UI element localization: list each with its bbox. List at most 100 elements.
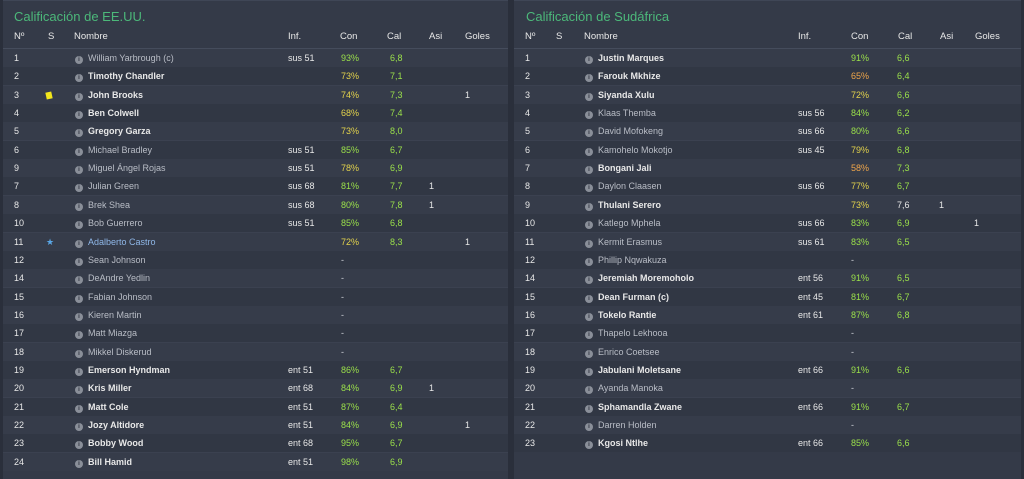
player-name[interactable]: William Yarbrough (c) (88, 53, 174, 63)
table-row[interactable]: 12 i Sean Johnson - (3, 250, 508, 270)
col-name[interactable]: Nombre (74, 31, 108, 42)
player-name[interactable]: Michael Bradley (88, 144, 153, 155)
player-name[interactable]: Bill Hamid (88, 456, 133, 467)
info-icon[interactable]: i (75, 379, 83, 397)
player-name[interactable]: Justin Marques (598, 53, 665, 63)
col-goles[interactable]: Goles (465, 31, 490, 42)
info-icon[interactable]: i (585, 104, 593, 122)
player-name[interactable]: Fabian Johnson (88, 291, 153, 302)
table-row[interactable]: 4 i Ben Colwell 68% 7,4 (3, 104, 508, 124)
table-row[interactable]: 5 i David Mofokeng sus 66 80% 6,6 (514, 122, 1021, 142)
info-icon[interactable]: i (75, 214, 83, 232)
player-name[interactable]: Emerson Hyndman (88, 364, 171, 375)
player-name[interactable]: Thapelo Lekhooa (598, 328, 668, 339)
player-name[interactable]: Brek Shea (88, 199, 131, 210)
info-icon[interactable]: i (585, 269, 593, 287)
info-icon[interactable]: i (75, 416, 83, 434)
table-row[interactable]: 21 i Matt Cole ent 51 87% 6,4 (3, 397, 508, 417)
info-icon[interactable]: i (75, 434, 83, 452)
info-icon[interactable]: i (75, 324, 83, 342)
col-s[interactable]: S (48, 31, 55, 42)
info-icon[interactable]: i (75, 233, 83, 251)
table-row[interactable]: 20 i Ayanda Manoka - (514, 379, 1021, 399)
player-name[interactable]: Bobby Wood (88, 438, 144, 449)
info-icon[interactable]: i (75, 343, 83, 361)
table-row[interactable]: 19 i Jabulani Moletsane ent 66 91% 6,6 (514, 360, 1021, 380)
info-icon[interactable]: i (585, 251, 593, 269)
table-row[interactable]: 19 i Emerson Hyndman ent 51 86% 6,7 (3, 360, 508, 380)
table-row[interactable]: 5 i Gregory Garza 73% 8,0 (3, 122, 508, 142)
table-row[interactable]: 15 i Dean Furman (c) ent 45 81% 6,7 (514, 287, 1021, 307)
player-name[interactable]: Matt Miazga (88, 328, 138, 339)
col-name[interactable]: Nombre (584, 31, 618, 42)
table-row[interactable]: 7 i Julian Green sus 68 81% 7,7 1 (3, 177, 508, 197)
player-name[interactable]: Adalberto Castro (88, 236, 156, 247)
player-name[interactable]: Farouk Mkhize (598, 71, 661, 82)
col-num[interactable]: Nº (14, 31, 25, 42)
table-row[interactable]: 7 i Bongani Jali 58% 7,3 (514, 159, 1021, 179)
table-row[interactable]: 17 i Thapelo Lekhooa - (514, 324, 1021, 344)
info-icon[interactable]: i (585, 159, 593, 177)
info-icon[interactable]: i (75, 49, 83, 67)
table-row[interactable]: 8 i Daylon Claasen sus 66 77% 6,7 (514, 177, 1021, 197)
info-icon[interactable]: i (585, 49, 593, 67)
info-icon[interactable]: i (585, 324, 593, 342)
player-name[interactable]: Jabulani Moletsane (598, 364, 682, 375)
table-row[interactable]: 12 i Phillip Nqwakuza - (514, 250, 1021, 270)
player-name[interactable]: Katlego Mphela (598, 218, 661, 229)
player-name[interactable]: Kamohelo Mokotjo (598, 144, 673, 155)
col-asi[interactable]: Asi (940, 31, 954, 42)
info-icon[interactable]: i (75, 453, 83, 471)
player-name[interactable]: Matt Cole (88, 401, 129, 412)
info-icon[interactable]: i (75, 67, 83, 85)
info-icon[interactable]: i (585, 122, 593, 140)
player-name[interactable]: Sean Johnson (88, 254, 146, 265)
info-icon[interactable]: i (75, 288, 83, 306)
player-name[interactable]: Kris Miller (88, 383, 132, 394)
table-row[interactable]: 21 i Sphamandla Zwane ent 66 91% 6,7 (514, 397, 1021, 417)
table-row[interactable]: 11 i Kermit Erasmus sus 61 83% 6,5 (514, 232, 1021, 252)
player-name[interactable]: Timothy Chandler (88, 71, 165, 82)
player-name[interactable]: DeAndre Yedlin (88, 273, 151, 284)
info-icon[interactable]: i (585, 379, 593, 397)
table-row[interactable]: 9 i Miguel Ángel Rojas sus 51 78% 6,9 (3, 159, 508, 179)
info-icon[interactable]: i (75, 251, 83, 269)
info-icon[interactable]: i (585, 434, 593, 452)
info-icon[interactable]: i (75, 361, 83, 379)
player-name[interactable]: Sphamandla Zwane (598, 401, 683, 412)
col-con[interactable]: Con (851, 31, 869, 42)
player-name[interactable]: John Brooks (88, 89, 144, 100)
table-row[interactable]: 6 i Kamohelo Mokotjo sus 45 79% 6,8 (514, 140, 1021, 160)
player-name[interactable]: Tokelo Rantie (598, 309, 657, 320)
player-name[interactable]: Ayanda Manoka (598, 383, 663, 394)
table-row[interactable]: 15 i Fabian Johnson - (3, 287, 508, 307)
table-row[interactable]: 10 i Katlego Mphela sus 66 83% 6,9 1 (514, 214, 1021, 234)
player-name[interactable]: Julian Green (88, 181, 140, 192)
table-row[interactable]: 16 i Tokelo Rantie ent 61 87% 6,8 (514, 305, 1021, 325)
col-con[interactable]: Con (340, 31, 358, 42)
info-icon[interactable]: i (585, 141, 593, 159)
info-icon[interactable]: i (75, 122, 83, 140)
table-row[interactable]: 4 i Klaas Themba sus 56 84% 6,2 (514, 104, 1021, 124)
player-name[interactable]: Darren Holden (598, 420, 657, 430)
col-inf[interactable]: Inf. (288, 31, 302, 42)
player-name[interactable]: Enrico Coetsee (598, 346, 660, 357)
table-row[interactable]: 8 i Brek Shea sus 68 80% 7,8 1 (3, 195, 508, 215)
player-name[interactable]: Bob Guerrero (88, 218, 143, 229)
info-icon[interactable]: i (585, 343, 593, 361)
table-row[interactable]: 1 i William Yarbrough (c) sus 51 93% 6,8 (3, 49, 508, 68)
player-name[interactable]: Klaas Themba (598, 108, 656, 119)
table-row[interactable]: 20 i Kris Miller ent 68 84% 6,9 1 (3, 379, 508, 399)
player-name[interactable]: Gregory Garza (88, 126, 151, 137)
table-row[interactable]: 9 i Thulani Serero 73% 7,6 1 (514, 195, 1021, 215)
info-icon[interactable]: i (75, 196, 83, 214)
info-icon[interactable]: i (585, 177, 593, 195)
col-num[interactable]: Nº (525, 31, 536, 42)
col-asi[interactable]: Asi (429, 31, 443, 42)
player-name[interactable]: Daylon Claasen (598, 181, 662, 192)
table-row[interactable]: 22 i Jozy Altidore ent 51 84% 6,9 1 (3, 416, 508, 435)
table-row[interactable]: 22 i Darren Holden - (514, 416, 1021, 435)
player-name[interactable]: Dean Furman (c) (598, 291, 670, 302)
table-row[interactable]: 18 i Mikkel Diskerud - (3, 342, 508, 362)
info-icon[interactable]: i (585, 361, 593, 379)
